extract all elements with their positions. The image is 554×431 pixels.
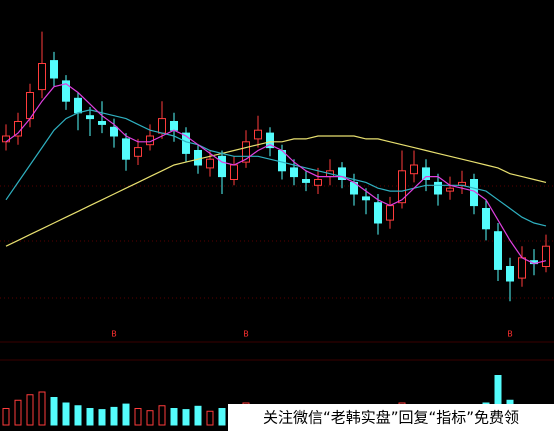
candle-body	[158, 118, 166, 134]
volume-bar	[146, 410, 154, 426]
candle-body	[374, 202, 382, 224]
candle-body	[38, 63, 46, 91]
volume-bar	[38, 391, 46, 426]
candle-body	[314, 179, 322, 186]
volume-bar	[182, 409, 190, 426]
candle-body	[422, 167, 430, 180]
candle-body	[122, 138, 130, 160]
volume-bar	[134, 408, 142, 426]
candle-body	[434, 181, 442, 195]
volume-bar	[110, 406, 118, 426]
candle-body	[242, 141, 250, 163]
volume-bar	[74, 405, 82, 426]
candle-body	[506, 266, 514, 282]
signal-label: B	[507, 330, 513, 339]
moving-average	[5, 83, 547, 265]
candle-body	[386, 205, 394, 221]
candle-body	[338, 167, 346, 180]
candle-body	[446, 187, 454, 192]
volume-bar	[206, 410, 214, 426]
candle-body	[218, 155, 226, 178]
volume-bar	[218, 408, 226, 426]
signal-label: B	[111, 330, 117, 339]
moving-average	[5, 109, 547, 227]
candle-body	[482, 208, 490, 230]
volume-bar	[62, 402, 70, 426]
candle-body	[494, 231, 502, 270]
candle-body	[110, 126, 118, 137]
volume-bar	[98, 409, 106, 426]
volume-bar	[2, 408, 10, 426]
moving-average	[5, 135, 547, 247]
volume-bar	[86, 408, 94, 426]
watermark-box	[228, 404, 554, 431]
volume-bar	[122, 403, 130, 426]
volume-bar	[158, 405, 166, 426]
candle-body	[266, 132, 274, 149]
candle-body	[86, 115, 94, 120]
candle-body	[470, 179, 478, 207]
candle-body	[194, 150, 202, 166]
candle-body	[410, 164, 418, 175]
volume-bar	[50, 397, 58, 426]
candle-body	[362, 196, 370, 201]
candle-body	[62, 80, 70, 102]
watermark: 关注微信“老韩实盘”回复“指标”免费领	[263, 409, 519, 427]
candle-body	[50, 60, 58, 79]
volume-bar	[170, 408, 178, 426]
volume-bar	[194, 405, 202, 426]
candle-body	[230, 164, 238, 180]
candle-body	[290, 167, 298, 178]
candle-body	[2, 135, 10, 143]
volume-bar	[26, 394, 34, 426]
candle-body	[206, 158, 214, 169]
candle-body	[518, 257, 526, 279]
candle-body	[74, 97, 82, 114]
signal-label: B	[243, 330, 249, 339]
volume-bar	[14, 399, 22, 426]
candle-body	[134, 147, 142, 157]
candle-body	[170, 121, 178, 131]
candle-body	[254, 129, 262, 140]
candle-body	[398, 170, 406, 204]
candle-body	[542, 245, 550, 267]
candle-body	[302, 179, 310, 183]
candle-body	[98, 121, 106, 125]
